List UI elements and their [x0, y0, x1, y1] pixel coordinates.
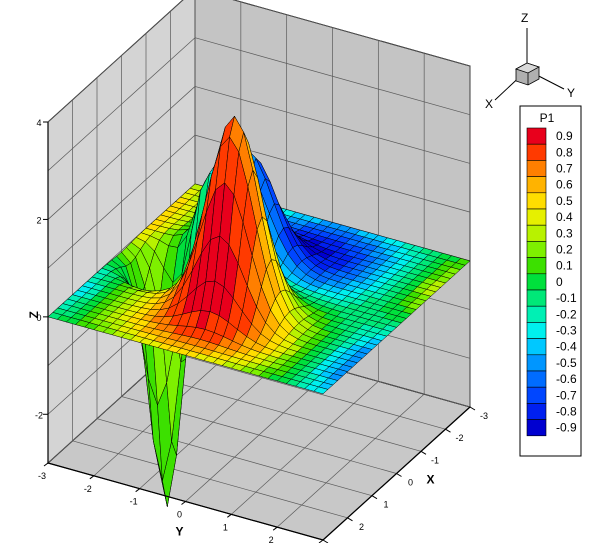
z-tick-label: 0 — [36, 313, 41, 323]
legend-swatch — [526, 192, 547, 210]
legend-label: -0.7 — [556, 388, 577, 402]
legend-label: 0.5 — [556, 194, 573, 208]
triad-y-label: Y — [567, 86, 575, 100]
legend-swatch — [526, 370, 547, 388]
legend-swatch — [526, 257, 547, 275]
grid-line — [47, 0, 184, 123]
legend-swatch — [526, 143, 547, 161]
legend-swatch — [526, 354, 547, 372]
z-tick-label: 4 — [36, 118, 41, 128]
legend-label: 0.6 — [556, 178, 573, 192]
y-tick-label: -3 — [38, 471, 46, 481]
x-tick-label: 2 — [359, 522, 364, 532]
legend-label: -0.9 — [556, 421, 577, 435]
legend-label: 0.2 — [556, 243, 573, 257]
y-tick-label: -2 — [84, 484, 92, 494]
legend-swatch — [526, 224, 547, 242]
legend-swatch — [526, 338, 547, 356]
y-tick-mark — [272, 526, 278, 531]
x-tick-label: -2 — [455, 433, 463, 443]
legend-label: -0.5 — [556, 356, 577, 370]
y-tick-mark — [89, 475, 95, 480]
legend-label: 0 — [556, 275, 563, 289]
y-axis-label: Y — [175, 525, 183, 539]
z-tick-label: 2 — [36, 215, 41, 225]
triad-x-label: X — [485, 97, 493, 111]
color-legend: P1 0.9 0.8 0.7 0.6 0.5 0.4 0.3 0.2 0.1 0 -0.1 -0.2 -… — [519, 105, 582, 457]
legend-swatch — [526, 419, 547, 437]
legend-label: 0.3 — [556, 226, 573, 240]
x-tick-mark — [420, 450, 427, 455]
legend-swatch — [526, 305, 547, 323]
legend-label: 0.1 — [556, 259, 573, 273]
y-tick-mark — [135, 488, 140, 493]
legend-swatch — [526, 273, 547, 291]
legend-label: 0.8 — [556, 145, 573, 159]
x-axis-label: X — [426, 473, 434, 487]
legend-title: P1 — [540, 111, 555, 125]
grid-line — [47, 134, 196, 269]
legend-label: -0.1 — [556, 291, 577, 305]
y-tick-label: 1 — [223, 522, 228, 532]
legend-swatch — [526, 127, 547, 145]
legend-swatch — [526, 208, 547, 226]
grid-line — [276, 393, 425, 528]
z-tick-label: -2 — [35, 410, 43, 420]
y-tick-label: -1 — [130, 497, 138, 507]
x-tick-label: 1 — [383, 500, 388, 510]
legend-swatches: 0.9 0.8 0.7 0.6 0.5 0.4 0.3 0.2 0.1 0 -0.1 -0.2 -0.3… — [526, 127, 577, 437]
orientation-triad: Z Y X — [485, 11, 575, 111]
legend-swatch — [526, 403, 547, 420]
x-tick-mark — [347, 517, 353, 522]
x-tick-label: -1 — [431, 455, 439, 465]
grid-line — [232, 0, 471, 67]
legend-label: 0.4 — [556, 210, 573, 224]
x-tick-mark — [445, 428, 451, 433]
legend-label: -0.8 — [556, 405, 577, 419]
surface-cell — [313, 386, 329, 395]
legend-swatch — [526, 160, 547, 177]
x-tick-mark — [371, 495, 378, 500]
z-axis-label: Z — [27, 311, 41, 318]
legend-swatch — [526, 322, 547, 339]
legend-label: -0.3 — [556, 324, 577, 338]
grid-line — [194, 37, 471, 116]
legend-label: 0.9 — [556, 129, 573, 143]
y-tick-label: 2 — [269, 535, 274, 543]
grid-line — [47, 37, 196, 171]
legend-label: 0.7 — [556, 162, 573, 176]
grid-line — [47, 86, 196, 220]
y-tick-mark — [181, 501, 186, 505]
surface-mesh — [47, 115, 471, 507]
x-tick-mark — [396, 473, 402, 477]
legend-swatch — [526, 241, 547, 258]
x-tick-label: 0 — [408, 478, 413, 488]
x-tick-label: -3 — [480, 411, 488, 421]
legend-label: -0.6 — [556, 372, 577, 386]
legend-swatch — [526, 176, 547, 194]
legend-swatch — [526, 386, 547, 404]
y-tick-mark — [227, 513, 232, 518]
triad-z-label: Z — [521, 11, 528, 25]
legend-swatch — [526, 289, 547, 307]
y-tick-mark — [43, 462, 49, 467]
legend-label: -0.2 — [556, 307, 577, 321]
legend-label: -0.4 — [556, 340, 577, 354]
grid-line — [194, 86, 471, 164]
x-tick-mark — [469, 406, 476, 411]
y-tick-label: 0 — [177, 510, 182, 520]
